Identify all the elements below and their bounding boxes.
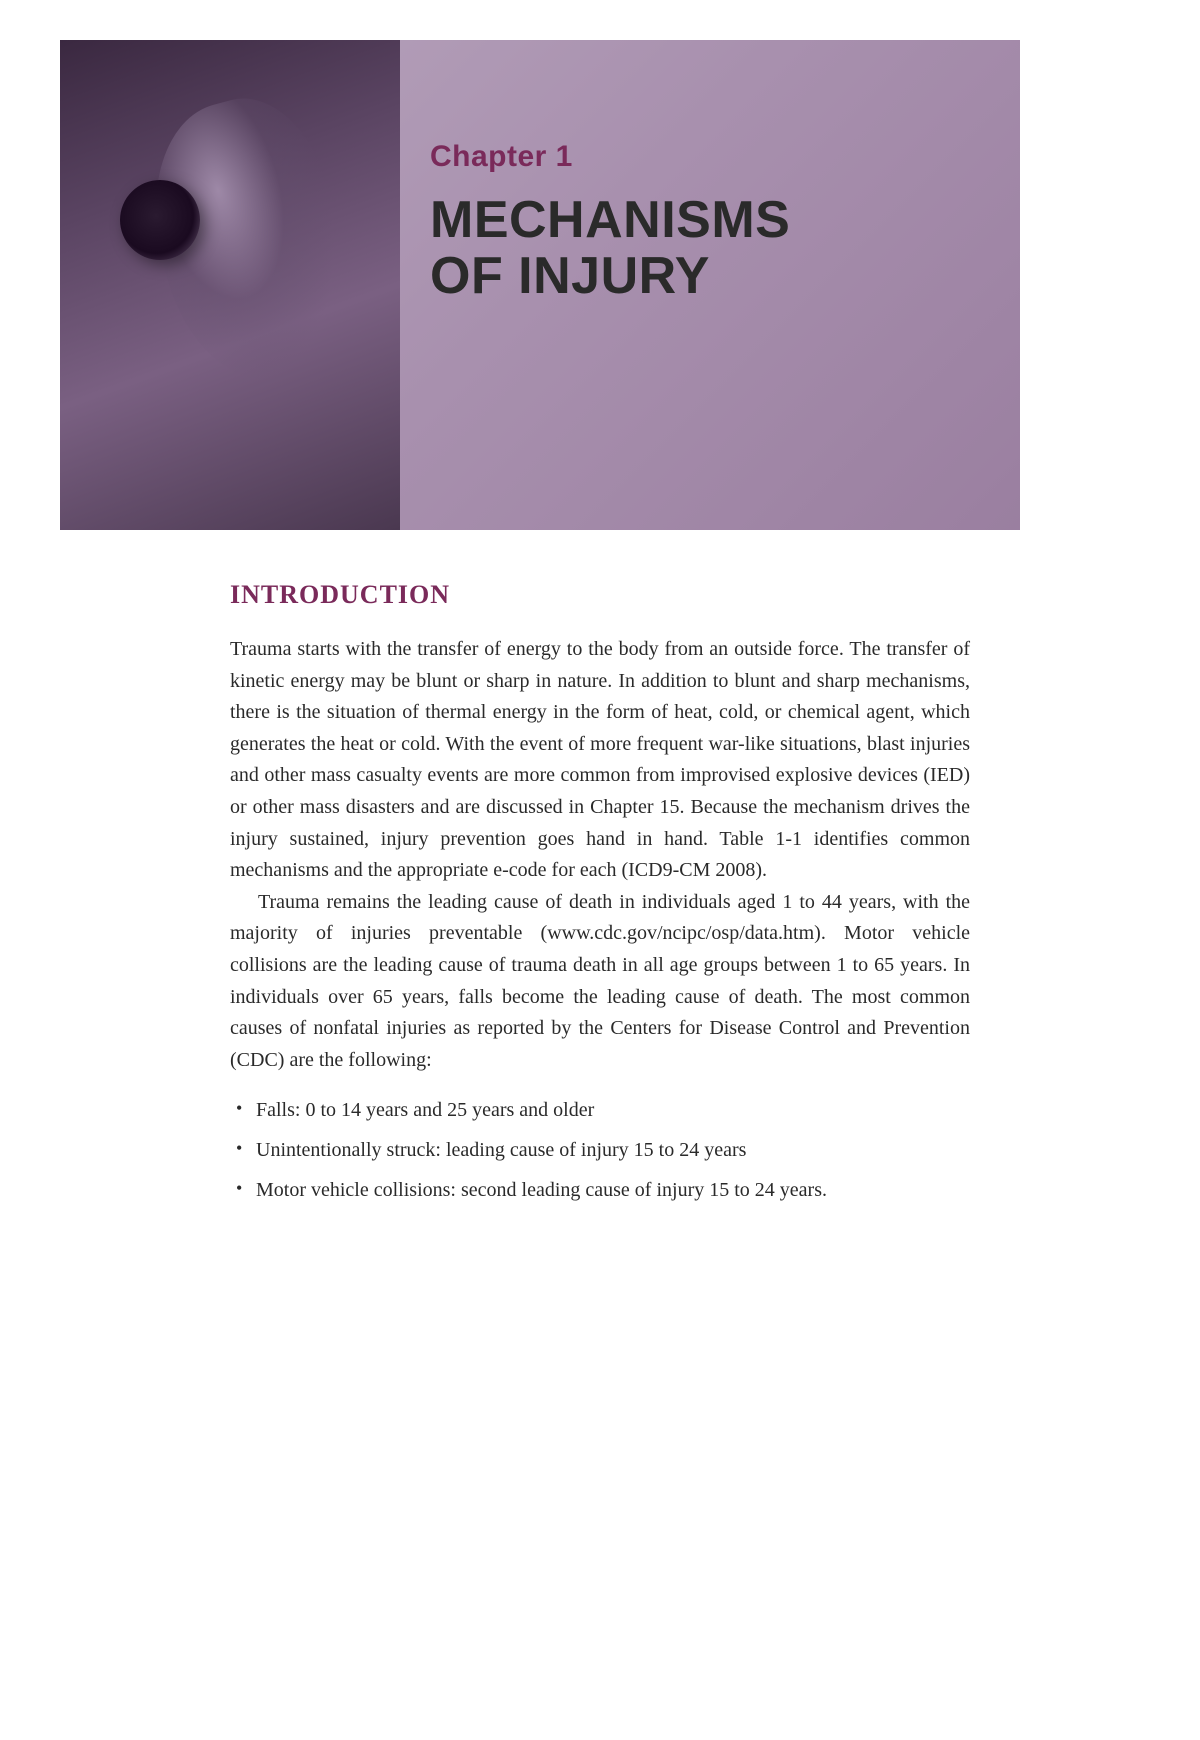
title-line-2: OF INJURY <box>430 247 710 305</box>
bullet-item-2: Unintentionally struck: leading cause of… <box>234 1134 970 1166</box>
title-line-1: MECHANISMS <box>430 191 790 249</box>
chapter-title: MECHANISMS OF INJURY <box>430 192 960 304</box>
hero-text-area: Chapter 1 MECHANISMS OF INJURY <box>430 140 960 304</box>
chapter-label: Chapter 1 <box>430 140 960 174</box>
hero-banner: Chapter 1 MECHANISMS OF INJURY <box>60 40 1020 530</box>
paragraph-2: Trauma remains the leading cause of deat… <box>230 887 970 1077</box>
page-container: Chapter 1 MECHANISMS OF INJURY INTRODUCT… <box>0 40 1200 1740</box>
content-area: INTRODUCTION Trauma starts with the tran… <box>230 580 970 1206</box>
bullet-list: Falls: 0 to 14 years and 25 years and ol… <box>230 1094 970 1206</box>
bullet-item-3: Motor vehicle collisions: second leading… <box>234 1174 970 1206</box>
section-heading-introduction: INTRODUCTION <box>230 580 970 610</box>
hero-image <box>60 40 400 530</box>
paragraph-1: Trauma starts with the transfer of energ… <box>230 634 970 887</box>
bullet-item-1: Falls: 0 to 14 years and 25 years and ol… <box>234 1094 970 1126</box>
